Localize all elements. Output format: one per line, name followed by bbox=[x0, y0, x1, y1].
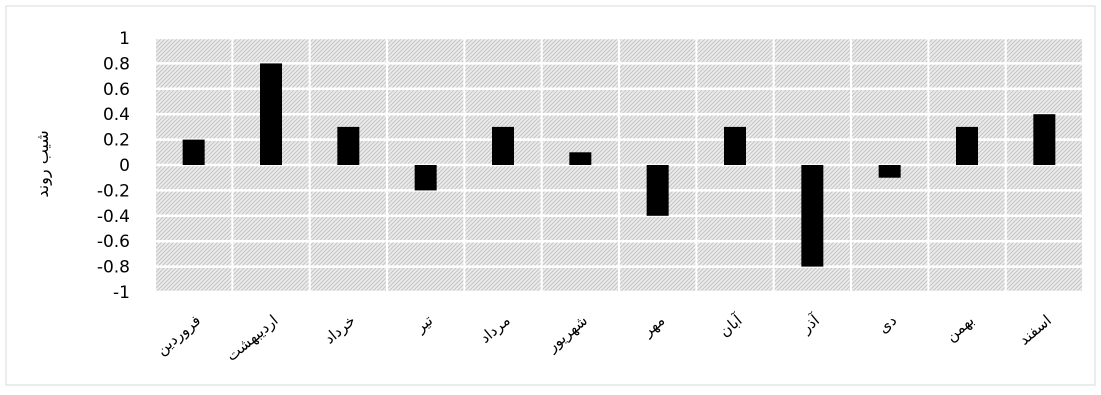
bar bbox=[878, 165, 901, 178]
y-tick-label: 0.8 bbox=[103, 54, 130, 74]
bar bbox=[956, 126, 978, 165]
bar bbox=[801, 165, 824, 267]
bar bbox=[724, 126, 746, 165]
y-tick-label: 0 bbox=[119, 156, 130, 176]
y-tick-labels: 1 0.8 0.6 0.4 0.2 0 -0.2 -0.4 -0.6 -0.8 -1 bbox=[97, 29, 130, 303]
y-tick-label: -0.4 bbox=[97, 207, 130, 227]
bar bbox=[182, 139, 205, 165]
y-tick-label: -1 bbox=[113, 283, 130, 303]
y-axis-label: شیب روند bbox=[33, 130, 53, 197]
bar bbox=[260, 63, 282, 165]
y-tick-label: 0.4 bbox=[103, 105, 130, 125]
bar bbox=[646, 165, 669, 216]
bar bbox=[1033, 114, 1056, 165]
category-dividers bbox=[154, 38, 1084, 292]
y-tick-label: 0.2 bbox=[103, 131, 130, 151]
bar bbox=[414, 165, 437, 191]
y-tick-label: -0.8 bbox=[97, 258, 130, 278]
y-tick-label: 1 bbox=[119, 29, 130, 49]
y-tick-label: -0.2 bbox=[97, 181, 130, 201]
y-tick-label: -0.6 bbox=[97, 232, 130, 252]
bars bbox=[182, 63, 1056, 267]
y-tick-label: 0.6 bbox=[103, 80, 130, 100]
bar bbox=[337, 126, 360, 165]
bar bbox=[569, 152, 592, 165]
bar bbox=[492, 126, 514, 165]
